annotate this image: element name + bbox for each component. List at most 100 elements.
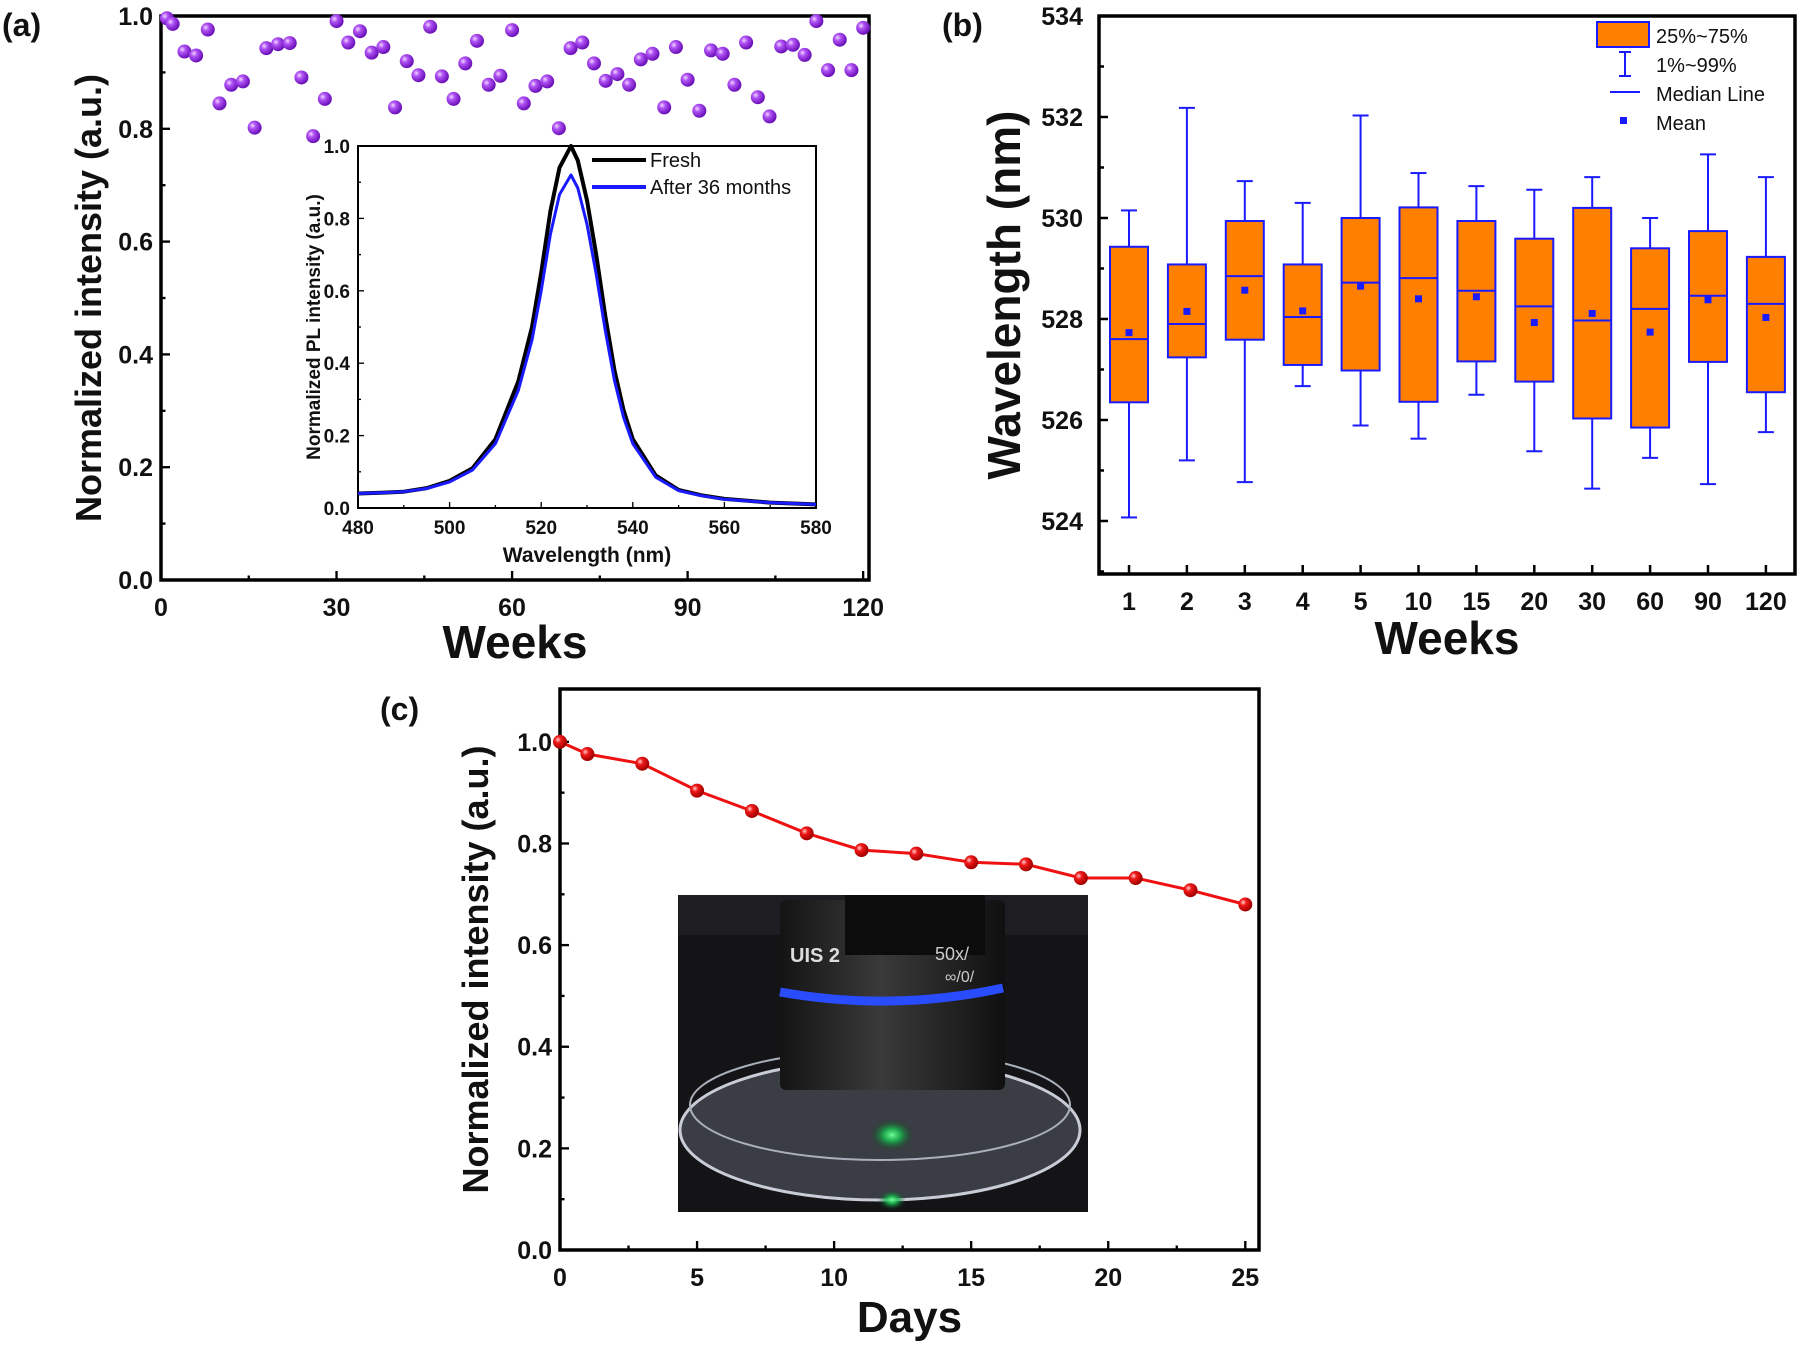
x-tick-label: 2	[1180, 588, 1194, 616]
data-point	[423, 19, 438, 34]
x-tick-label: 25	[1231, 1264, 1259, 1292]
data-point	[224, 77, 239, 92]
y-tick-label: 0.4	[517, 1034, 552, 1062]
iqr-box	[1630, 247, 1671, 429]
x-tick-label: 15	[957, 1264, 985, 1292]
legend-swatch-mean	[1620, 117, 1627, 124]
x-tick-label: 10	[820, 1264, 848, 1292]
data-point	[799, 826, 814, 841]
data-point	[809, 14, 824, 29]
lens-label: 50x/	[935, 944, 969, 964]
legend-label: 1%~99%	[1656, 55, 1737, 77]
data-point	[1238, 897, 1253, 912]
plot-frame	[159, 14, 871, 582]
plot-frame	[558, 687, 1261, 1252]
data-point	[282, 36, 297, 51]
mean-marker	[1530, 319, 1538, 327]
y-axis-title: Normalized PL intensity (a.u.)	[304, 194, 325, 460]
data-point	[657, 100, 672, 115]
mean-marker	[1299, 307, 1307, 315]
legend-swatch-box	[1596, 21, 1650, 48]
photo-inset: UIS 2 50x/ ∞/0/	[678, 895, 1088, 1212]
x-tick-label: 60	[1636, 588, 1664, 616]
mean-marker	[1588, 309, 1596, 317]
data-point	[586, 56, 601, 71]
box-week-15	[1456, 185, 1497, 396]
panel-label-b: (b)	[942, 7, 983, 43]
box-week-20	[1514, 188, 1555, 453]
data-point	[446, 91, 461, 106]
data-point	[493, 68, 508, 83]
data-point	[785, 37, 800, 52]
legend-label: Fresh	[650, 150, 701, 172]
data-point	[259, 41, 274, 56]
data-point	[212, 96, 227, 111]
data-point	[844, 63, 859, 78]
iqr-box	[1282, 263, 1323, 366]
y-tick-label: 0.0	[324, 499, 350, 520]
mean-marker	[1357, 282, 1365, 290]
box-week-120	[1745, 176, 1786, 434]
inset-chart: 0.0 0.2 0.4 0.6 0.8 1.0 480 500 520 540 560 580 Wave…	[304, 137, 832, 567]
y-tick-label: 0.6	[517, 932, 552, 960]
y-tick-label: 0.8	[324, 209, 350, 230]
y-tick-label: 0.0	[118, 567, 153, 595]
plot-frame	[1097, 14, 1797, 576]
mean-marker	[1183, 307, 1191, 315]
data-point	[411, 68, 426, 83]
x-tick-label: 90	[674, 594, 702, 622]
x-tick-label: 0	[553, 1264, 567, 1292]
x-tick-label: 20	[1094, 1264, 1122, 1292]
x-tick-label: 15	[1462, 588, 1490, 616]
data-point	[540, 74, 555, 89]
data-point	[528, 78, 543, 93]
y-tick-label: 0.4	[118, 341, 153, 369]
data-point	[610, 67, 625, 82]
legend-label: After 36 months	[650, 177, 791, 199]
box-week-1	[1109, 209, 1149, 519]
y-axis-title: Normalized intensity (a.u.)	[455, 745, 496, 1193]
box-week-90	[1688, 153, 1728, 486]
lens-label: UIS 2	[790, 945, 840, 967]
y-tick-label: 0.6	[324, 282, 350, 303]
data-point	[553, 734, 567, 749]
mean-marker	[1646, 328, 1654, 336]
y-tick-label: 528	[1041, 306, 1083, 334]
data-point	[727, 77, 742, 92]
box-week-30	[1572, 176, 1613, 490]
chart-b: 524 526 528 530 532 534 1 2 3 4 5 10 15 20 30 60 90 120 We…	[978, 3, 1797, 664]
data-point	[750, 90, 765, 105]
data-point	[247, 120, 262, 135]
y-tick-label: 530	[1041, 205, 1083, 233]
lens-blue-ring	[779, 983, 1004, 1006]
data-point	[1183, 883, 1198, 898]
box-week-3	[1224, 180, 1265, 484]
data-point	[551, 121, 566, 136]
y-tick-label: 0.2	[118, 454, 153, 482]
data-point	[376, 40, 391, 55]
data-point	[271, 37, 286, 52]
data-point	[341, 35, 356, 50]
data-point	[964, 855, 979, 870]
data-point	[821, 63, 836, 78]
chart-c: 0.0 0.2 0.4 0.6 0.8 1.0 0 5 10 15 20 25 Days Normaliz…	[455, 687, 1261, 1342]
y-axis-title: Normalized intensity (a.u.)	[68, 74, 109, 522]
y-tick-label: 524	[1041, 508, 1083, 536]
data-point	[563, 41, 578, 56]
chart-a: 0.0 0.2 0.4 0.6 0.8 1.0 0 30 60 90 120 Weeks Normali…	[68, 3, 884, 668]
y-tick-label: 0.2	[517, 1135, 552, 1163]
data-point	[909, 846, 924, 861]
data-point	[668, 40, 683, 55]
box-week-5	[1340, 114, 1381, 427]
data-point	[235, 74, 250, 89]
data-point	[165, 16, 180, 31]
y-tick-label: 534	[1041, 3, 1083, 31]
data-point	[505, 23, 520, 38]
x-tick-label: 30	[323, 594, 351, 622]
x-tick-label: 30	[1578, 588, 1606, 616]
data-point	[200, 22, 215, 37]
data-point	[633, 52, 648, 67]
data-point	[645, 46, 660, 61]
data-point	[715, 46, 730, 61]
x-tick-label: 20	[1520, 588, 1548, 616]
